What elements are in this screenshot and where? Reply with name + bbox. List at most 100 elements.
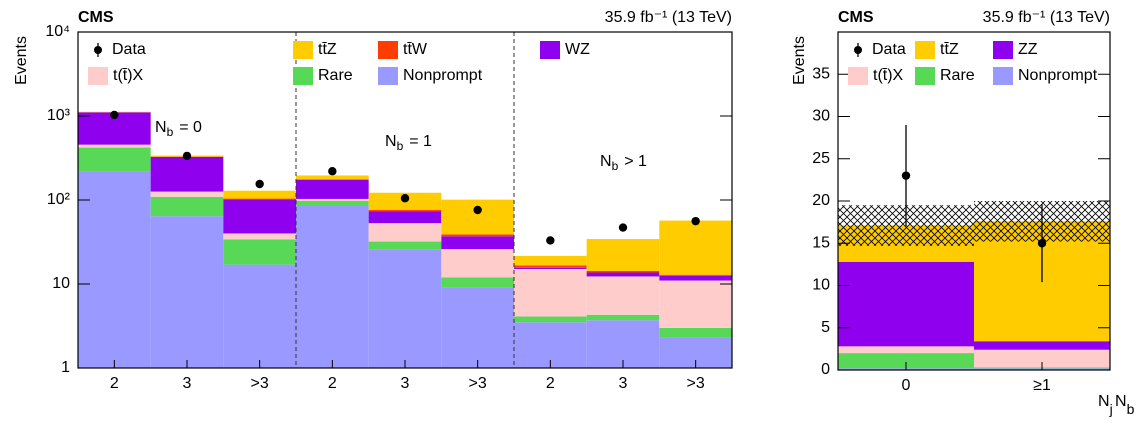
- bar-segment: [223, 199, 296, 234]
- legend-marker: [854, 46, 862, 54]
- region-label-rest: > 1: [624, 153, 647, 170]
- bar-segment: [838, 353, 974, 369]
- bar-segment: [586, 276, 660, 315]
- bar-segment: [514, 255, 587, 266]
- bar-segment: [78, 147, 151, 172]
- x-axis-label-main: N: [1115, 393, 1127, 410]
- bar-segment: [150, 156, 224, 192]
- legend-label: Nonprompt: [403, 67, 483, 84]
- region-label: Nb = 1: [385, 133, 432, 153]
- legend-swatch: [915, 67, 935, 85]
- luminosity-label: 35.9 fb⁻¹ (13 TeV): [605, 9, 732, 26]
- data-point: [473, 205, 482, 215]
- bar-segment: [659, 275, 732, 281]
- legend-label: tt̄Z: [318, 41, 337, 58]
- x-axis-label-sub: b: [1127, 401, 1135, 417]
- bar-segment: [150, 191, 224, 197]
- region-label: Nb > 1: [600, 153, 647, 173]
- region-label-sub: b: [167, 125, 174, 139]
- legend-label: Rare: [318, 67, 353, 84]
- y-tick-label: 10³: [47, 107, 71, 124]
- bar-segment: [659, 280, 732, 328]
- bar-segment: [441, 234, 514, 237]
- region-label-sub: b: [612, 159, 619, 173]
- bar-segment: [78, 144, 151, 148]
- bar-segment: [441, 249, 514, 278]
- y-tick-label: 10²: [47, 191, 71, 208]
- bar-segment: [441, 199, 514, 235]
- bar-segment: [659, 220, 732, 275]
- legend-swatch: [848, 67, 868, 85]
- x-axis-label-main: N: [1098, 393, 1110, 410]
- legend-label: Data: [872, 41, 906, 58]
- bar-segment: [586, 239, 660, 271]
- y-tick-label: 10⁴: [45, 23, 70, 40]
- bar-segment: [296, 179, 369, 181]
- y-tick-label: 1: [61, 359, 70, 376]
- legend-swatch: [993, 67, 1013, 85]
- experiment-label: CMS: [78, 9, 114, 26]
- bar-segment: [514, 268, 587, 317]
- bar-segment: [223, 190, 296, 199]
- experiment-label: CMS: [838, 9, 874, 26]
- y-axis-label: Events: [13, 36, 30, 85]
- legend-label: Nonprompt: [1018, 67, 1098, 84]
- bar-segment: [223, 233, 296, 240]
- data-point: [255, 179, 264, 189]
- data-point: [328, 167, 337, 176]
- x-tick-label: 2: [110, 375, 119, 392]
- data-point: [691, 216, 700, 226]
- bar-segment: [441, 277, 514, 288]
- legend-swatch: [540, 41, 560, 59]
- bar-segment: [838, 261, 974, 347]
- y-axis-label: Events: [791, 36, 808, 85]
- data-point: [901, 171, 911, 180]
- x-axis-label-sub: j: [1109, 401, 1113, 417]
- bar-segment: [150, 196, 224, 217]
- legend-swatch: [88, 67, 108, 85]
- data-point: [110, 110, 119, 120]
- bar-segment: [974, 341, 1110, 350]
- legend-label: ZZ: [1018, 41, 1038, 58]
- bar-segment: [296, 180, 369, 199]
- bar-segment: [368, 249, 442, 368]
- region-label-main: N: [385, 133, 397, 150]
- legend-label: tt̄W: [403, 41, 428, 58]
- x-tick-label: >3: [687, 375, 705, 392]
- legend-label: Data: [112, 41, 146, 58]
- y-tick-label: 35: [812, 65, 830, 82]
- region-label-rest: = 1: [409, 133, 432, 150]
- legend-swatch: [293, 67, 313, 85]
- y-tick-label: 0: [821, 361, 830, 378]
- x-tick-label: 0: [902, 377, 911, 394]
- legend-swatch: [378, 41, 398, 59]
- y-tick-label: 10: [52, 275, 70, 292]
- legend-swatch: [378, 67, 398, 85]
- x-tick-label: 3: [401, 375, 410, 392]
- bar-segment: [586, 270, 660, 273]
- y-tick-label: 20: [812, 192, 830, 209]
- bar-segment: [223, 239, 296, 265]
- y-tick-label: 15: [812, 234, 830, 251]
- bar-segment: [150, 216, 224, 368]
- bar-segment: [223, 264, 296, 368]
- x-tick-label: 2: [328, 375, 337, 392]
- legend-label: t(t̄)X: [873, 67, 904, 84]
- region-label-rest: = 0: [179, 119, 202, 136]
- legend-swatch: [993, 41, 1013, 59]
- legend-swatch: [293, 41, 313, 59]
- region-label-main: N: [155, 119, 167, 136]
- bar-segment: [974, 349, 1110, 368]
- y-tick-label: 25: [812, 150, 830, 167]
- bar-segment: [368, 241, 442, 250]
- region-label: Nb = 0: [155, 119, 202, 139]
- bar-segment: [659, 274, 732, 276]
- y-tick-label: 10: [812, 277, 830, 294]
- bar-segment: [78, 171, 151, 368]
- x-tick-label: 3: [619, 375, 628, 392]
- y-tick-label: 30: [812, 108, 830, 125]
- bar-segment: [223, 198, 296, 200]
- x-tick-label: ≥1: [1033, 377, 1051, 394]
- data-point: [618, 223, 628, 232]
